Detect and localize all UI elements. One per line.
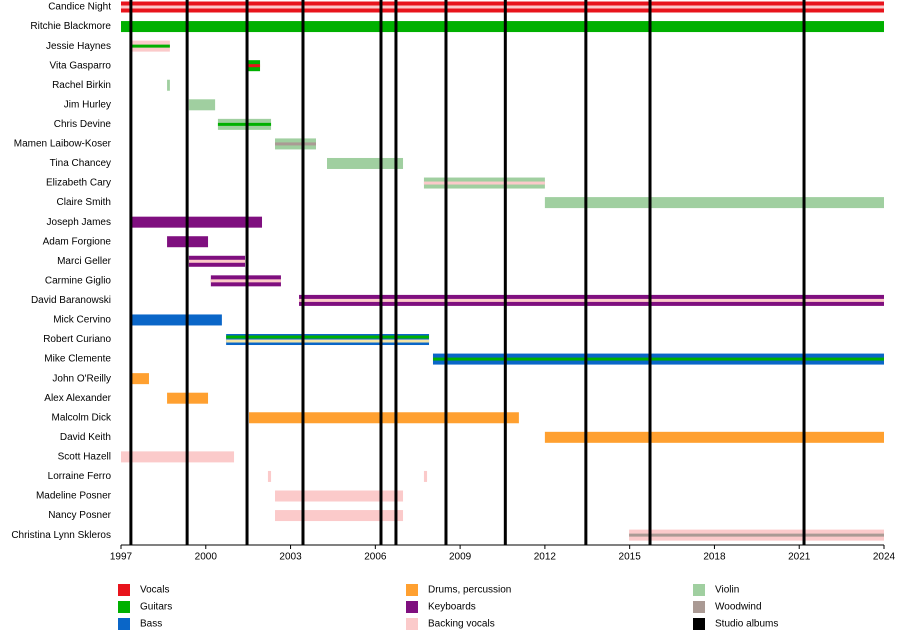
role-stripe bbox=[299, 298, 884, 302]
legend-label: Woodwind bbox=[715, 602, 762, 613]
x-tick-label: 2012 bbox=[534, 552, 557, 563]
member-bar bbox=[275, 510, 404, 522]
member-label: Carmine Giglio bbox=[45, 275, 112, 286]
member-label: Marci Geller bbox=[57, 256, 112, 267]
legend-label: Keyboards bbox=[428, 602, 476, 613]
member-label: Claire Smith bbox=[57, 197, 111, 208]
member-label: Ritchie Blackmore bbox=[30, 21, 111, 32]
member-bar bbox=[167, 79, 170, 91]
member-bar bbox=[544, 197, 884, 209]
member-bar bbox=[121, 21, 884, 33]
member-label: Tina Chancey bbox=[50, 158, 111, 169]
legend-label: Bass bbox=[140, 619, 162, 630]
member-label: Rachel Birkin bbox=[52, 80, 111, 91]
member-bar bbox=[130, 216, 263, 228]
role-stripe bbox=[629, 533, 884, 537]
member-label: Vita Gasparro bbox=[49, 60, 111, 71]
member-bar bbox=[188, 99, 216, 111]
member-label: Alex Alexander bbox=[44, 393, 111, 404]
member-label: Elizabeth Cary bbox=[46, 178, 111, 189]
x-tick-label: 2021 bbox=[788, 552, 811, 563]
role-stripe bbox=[432, 357, 884, 361]
member-bar bbox=[130, 314, 222, 326]
legend-label: Violin bbox=[715, 585, 739, 596]
member-label: Adam Forgione bbox=[43, 236, 112, 247]
x-tick-label: 2009 bbox=[449, 552, 472, 563]
member-label: Madeline Posner bbox=[36, 491, 112, 502]
member-label: Jessie Haynes bbox=[46, 41, 111, 52]
member-label: Malcolm Dick bbox=[52, 412, 112, 423]
role-stripe bbox=[226, 335, 430, 339]
role-stripe bbox=[423, 181, 545, 185]
legend-swatch bbox=[118, 584, 130, 596]
member-label: Mamen Laibow-Koser bbox=[14, 139, 112, 150]
legend-swatch bbox=[406, 618, 418, 630]
x-tick-label: 2015 bbox=[619, 552, 642, 563]
member-bar bbox=[423, 470, 428, 482]
legend-label: Backing vocals bbox=[428, 619, 495, 630]
member-label: Joseph James bbox=[47, 217, 111, 228]
member-bar bbox=[130, 373, 149, 385]
legend-swatch bbox=[406, 584, 418, 596]
legend-swatch bbox=[693, 584, 705, 596]
x-tick-label: 2000 bbox=[195, 552, 218, 563]
member-label: David Keith bbox=[60, 432, 111, 443]
member-label: Lorraine Ferro bbox=[48, 471, 112, 482]
role-stripe bbox=[188, 259, 246, 263]
member-label: John O'Reilly bbox=[52, 373, 111, 384]
role-stripe bbox=[217, 122, 272, 126]
member-bar bbox=[544, 431, 884, 443]
x-tick-label: 2024 bbox=[873, 552, 896, 563]
legend-swatch bbox=[406, 601, 418, 613]
member-bar bbox=[327, 157, 404, 169]
member-label: Mike Clemente bbox=[44, 354, 111, 365]
legend-swatch bbox=[693, 601, 705, 613]
role-stripe bbox=[130, 44, 170, 48]
legend-label: Guitars bbox=[140, 602, 172, 613]
role-stripe bbox=[275, 142, 316, 146]
member-label: Nancy Posner bbox=[48, 510, 111, 521]
member-label: Scott Hazell bbox=[58, 452, 111, 463]
member-label: Chris Devine bbox=[54, 119, 112, 130]
legend-label: Vocals bbox=[140, 585, 169, 596]
role-stripe bbox=[121, 5, 884, 9]
member-bar bbox=[249, 412, 519, 424]
member-bar bbox=[267, 470, 272, 482]
member-label: Robert Curiano bbox=[43, 334, 111, 345]
role-stripe bbox=[247, 64, 261, 68]
legend-swatch bbox=[118, 618, 130, 630]
legend-label: Drums, percussion bbox=[428, 585, 511, 596]
x-tick-label: 1997 bbox=[110, 552, 133, 563]
member-label: David Baranowski bbox=[31, 295, 111, 306]
x-tick-label: 2018 bbox=[703, 552, 726, 563]
x-tick-label: 2003 bbox=[279, 552, 302, 563]
legend-swatch bbox=[693, 618, 705, 630]
x-tick-label: 2006 bbox=[364, 552, 387, 563]
member-label: Mick Cervino bbox=[53, 315, 111, 326]
role-stripe bbox=[226, 339, 430, 343]
legend-swatch bbox=[118, 601, 130, 613]
member-label: Jim Hurley bbox=[64, 99, 111, 110]
legend-label: Studio albums bbox=[715, 619, 778, 630]
member-label: Candice Night bbox=[48, 2, 111, 13]
member-bar bbox=[121, 451, 235, 463]
member-label: Christina Lynn Skleros bbox=[11, 530, 111, 541]
member-bar bbox=[275, 490, 404, 502]
